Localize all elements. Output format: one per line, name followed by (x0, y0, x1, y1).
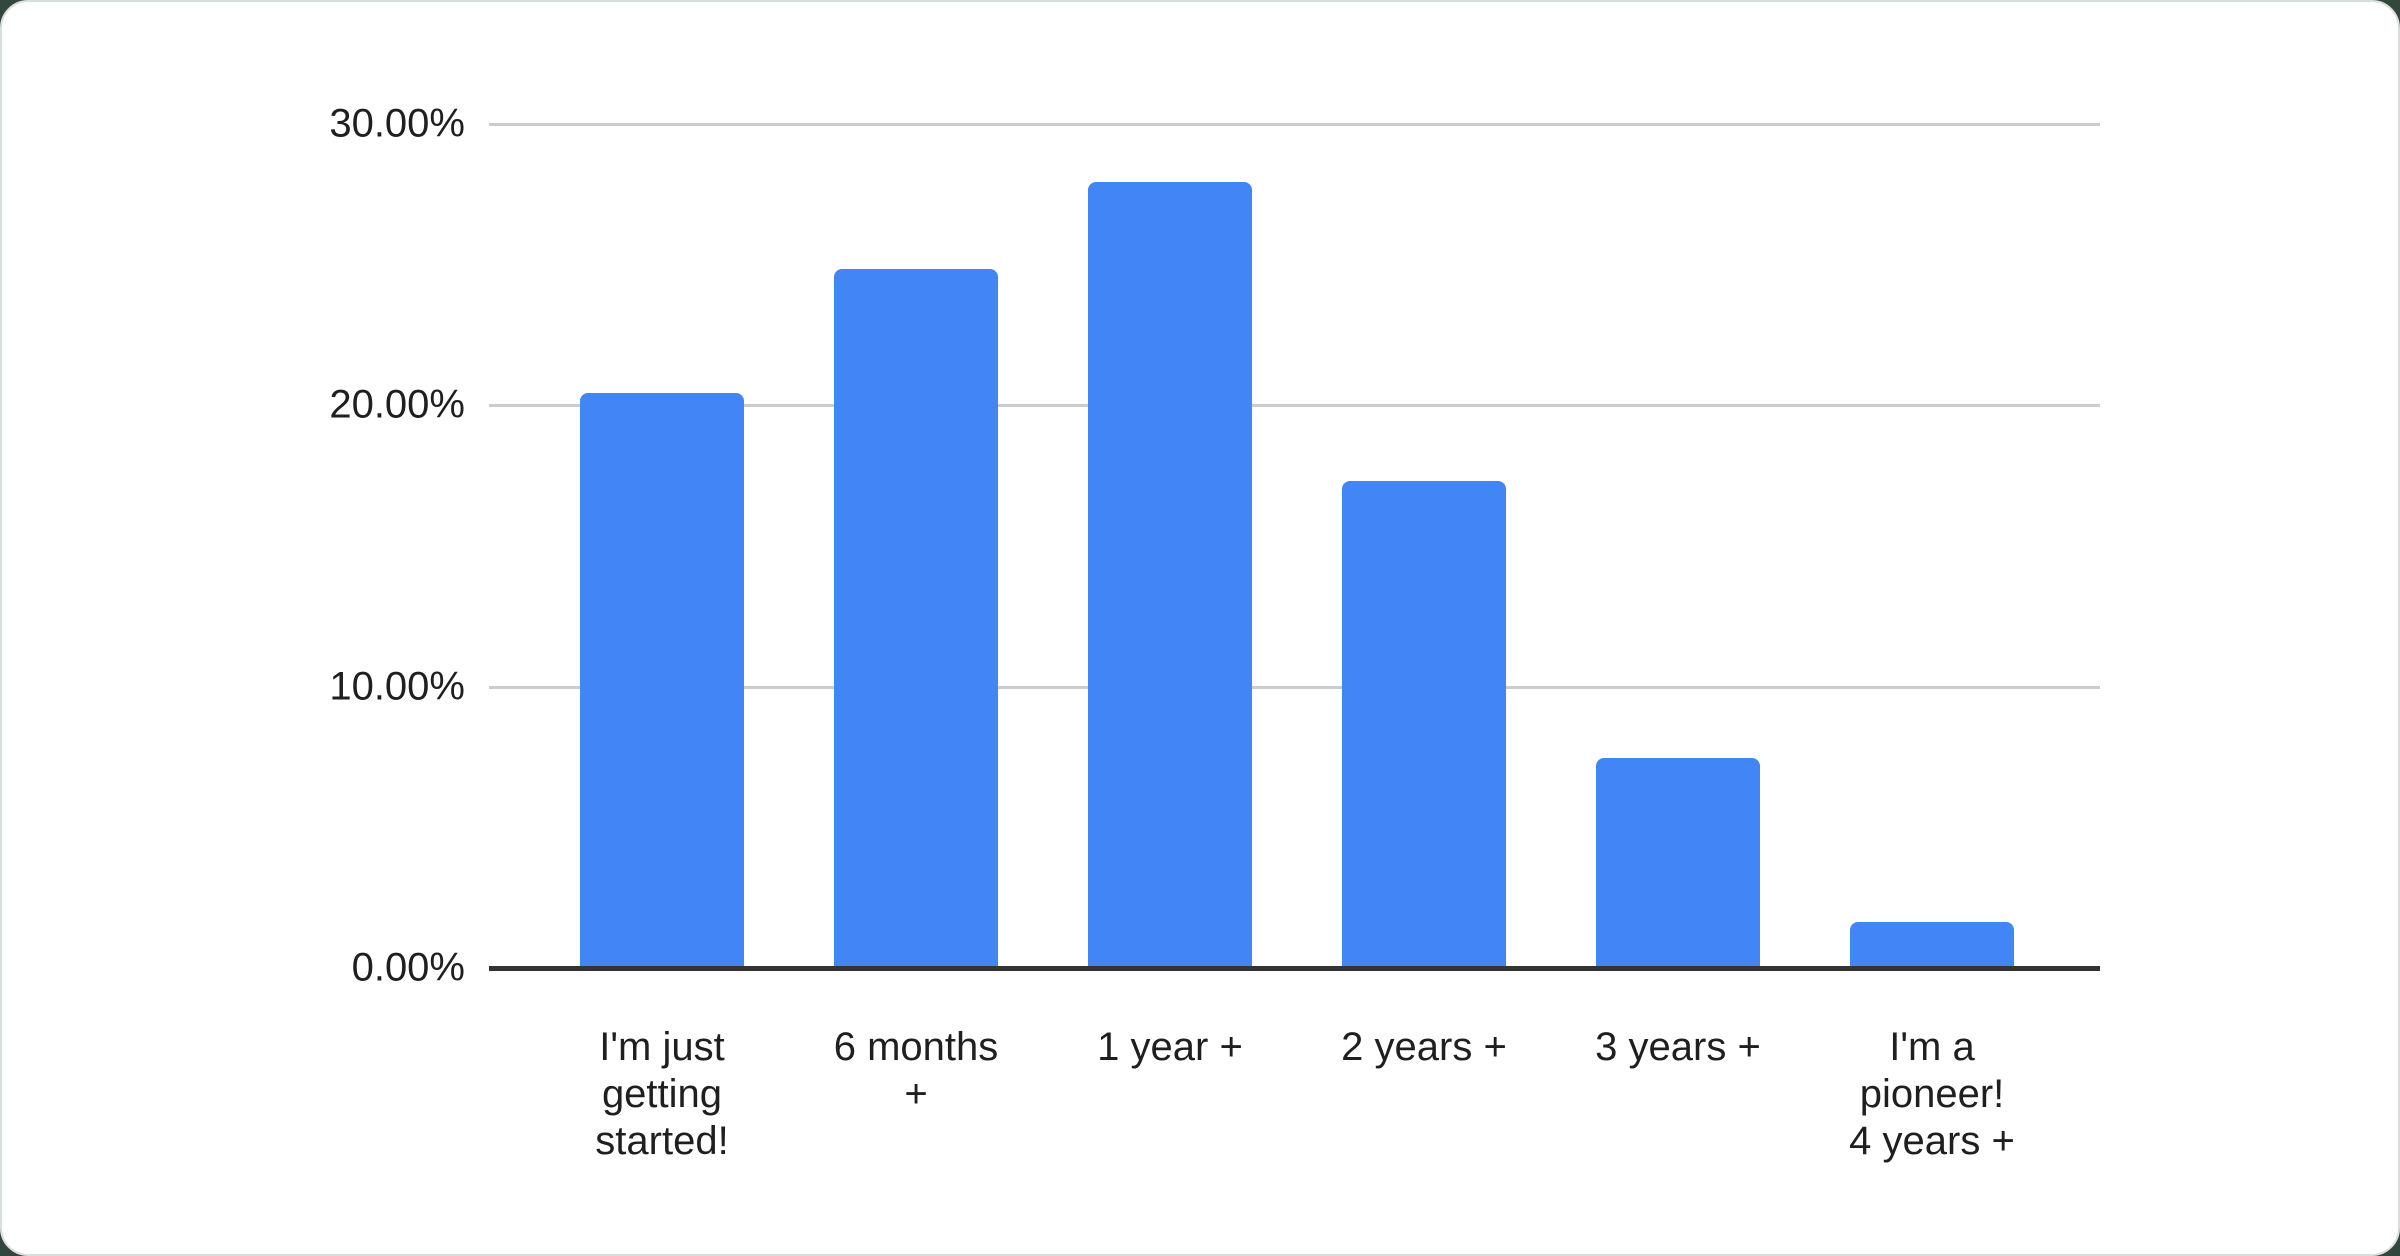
gridline-20 (489, 404, 2100, 408)
x-category-label-line: 6 months (833, 1025, 999, 1069)
x-category-label-6: I'm a pioneer! 4 years + (1772, 1024, 2092, 1165)
bar-2[interactable] (834, 268, 998, 968)
bar-4[interactable] (1342, 481, 1506, 968)
x-category-label-5: 3 years + (1518, 1024, 1838, 1071)
x-category-label-1: I'm just getting started! (502, 1024, 822, 1165)
x-category-label-line: + (904, 1072, 928, 1116)
y-tick-label-20: 20.00% (329, 382, 465, 427)
x-category-label-line: 1 year + (1097, 1025, 1243, 1069)
x-axis-line (489, 966, 2100, 971)
x-category-label-line: pioneer! (1859, 1072, 2005, 1116)
x-category-label-line: 2 years + (1341, 1025, 1507, 1069)
x-category-label-3: 1 year + (1010, 1024, 1330, 1071)
x-category-label-4: 2 years + (1264, 1024, 1584, 1071)
gridline-10 (489, 685, 2100, 689)
x-category-label-2: 6 months + (756, 1024, 1076, 1118)
x-category-label-line: I'm just (599, 1025, 725, 1069)
y-tick-label-30: 30.00% (329, 101, 465, 146)
x-category-label-line: started! (595, 1119, 729, 1163)
y-tick-label-0: 0.00% (351, 945, 465, 990)
bar-6[interactable] (1850, 921, 2014, 968)
y-tick-label-10: 10.00% (329, 664, 465, 709)
x-category-label-line: 4 years + (1849, 1119, 2015, 1163)
bar-1[interactable] (580, 392, 744, 968)
gridline-30 (489, 123, 2100, 126)
x-category-label-line: 3 years + (1595, 1025, 1761, 1069)
x-category-label-line: I'm a (1889, 1025, 1975, 1069)
bar-3[interactable] (1088, 181, 1252, 968)
bar-5[interactable] (1596, 758, 1760, 968)
x-category-label-line: getting (601, 1072, 723, 1116)
